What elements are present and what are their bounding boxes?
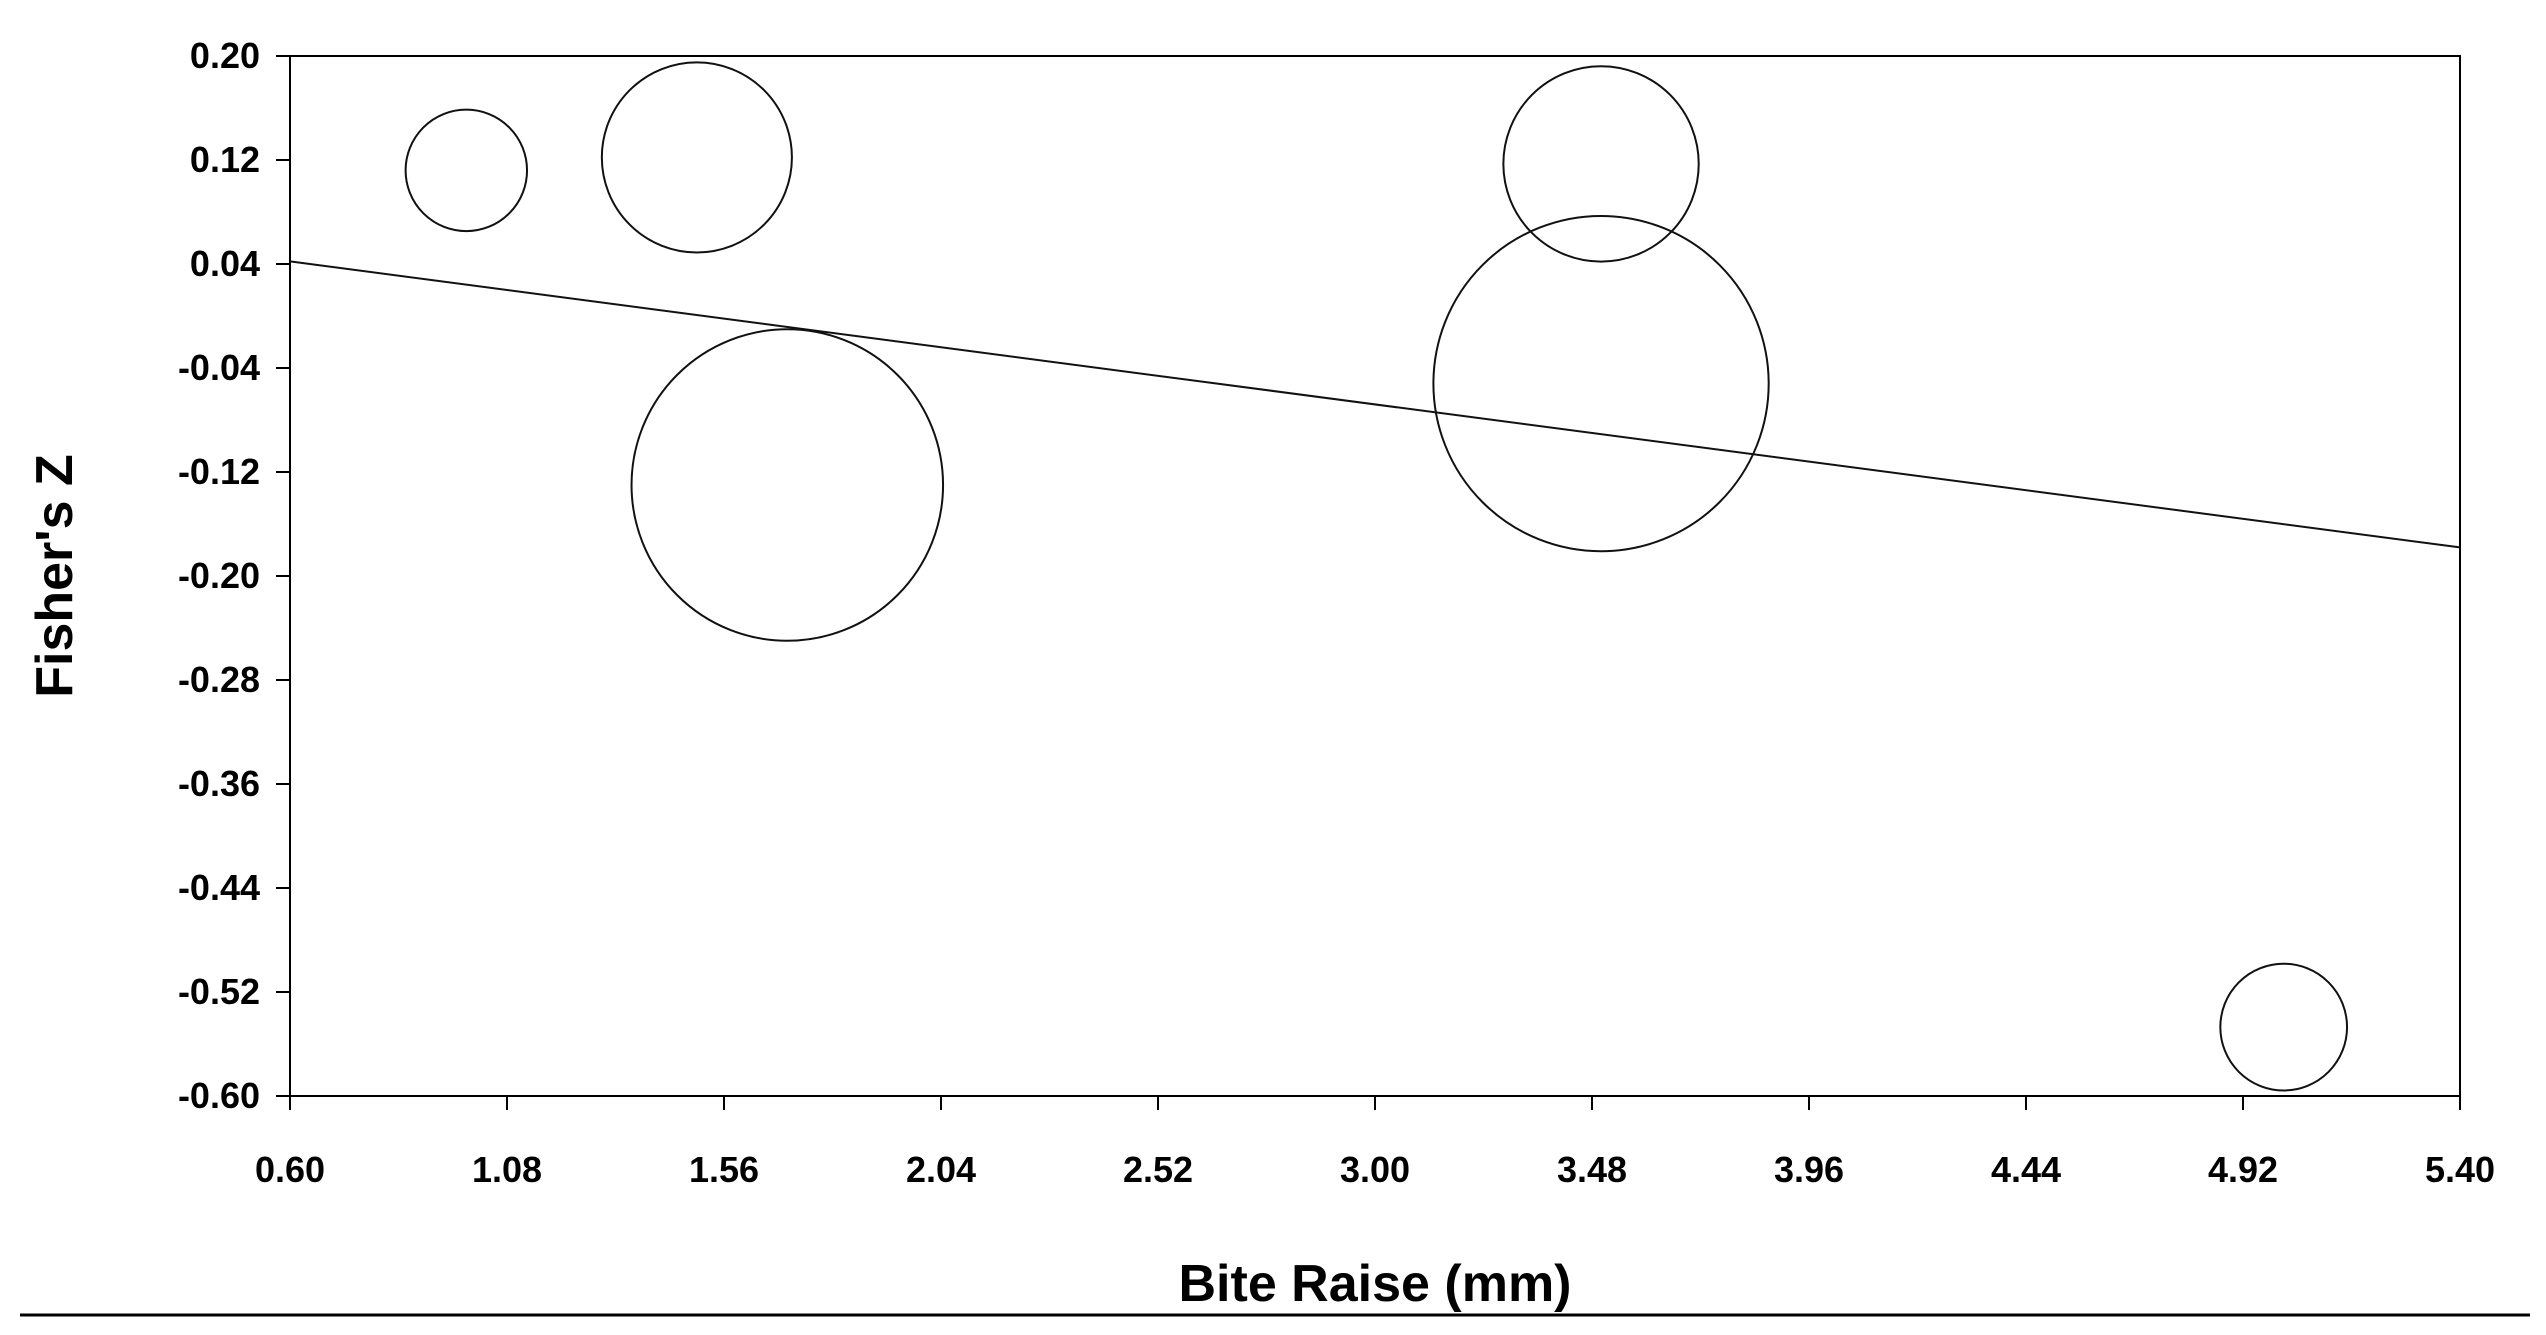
x-tick-label: 3.00 [1340,1149,1410,1190]
x-tick-label: 5.40 [2425,1149,2495,1190]
y-tick-label: -0.36 [178,763,260,804]
y-tick-label: 0.04 [190,243,260,284]
x-tick-label: 1.56 [689,1149,759,1190]
y-axis-title: Fisher's Z [26,454,84,698]
y-tick-label: -0.60 [178,1075,260,1116]
x-tick-label: 2.52 [1123,1149,1193,1190]
plot-area-frame [289,55,2461,1097]
bubble-series [404,61,2349,1092]
y-tick-label: 0.12 [190,139,260,180]
x-tick-label: 2.04 [906,1149,976,1190]
regression-line [289,260,2461,549]
y-tick-label: -0.20 [178,555,260,596]
x-tick-label: 0.60 [255,1149,325,1190]
bubble-point-4 [1502,65,1700,263]
y-tick-label: -0.04 [178,347,260,388]
y-tick-label: -0.44 [178,867,260,908]
x-tick-label: 3.48 [1557,1149,1627,1190]
bubble-point-3 [630,328,945,642]
bubble-point-6 [2219,962,2349,1092]
x-axis-ticks: 0.60 1.08 1.56 2.04 2.52 3.00 3.48 3.96 4.44 4.92… [255,1096,2495,1190]
y-tick-label: -0.28 [178,659,260,700]
y-tick-label: 0.20 [190,35,260,76]
x-tick-label: 1.08 [472,1149,542,1190]
y-tick-label: -0.12 [178,451,260,492]
y-axis-ticks: 0.20 0.12 0.04 -0.04 -0.12 -0.20 -0.28 -0.36 -0.… [178,35,290,1116]
x-tick-label: 4.92 [2208,1149,2278,1190]
x-tick-label: 4.44 [1991,1149,2061,1190]
bubble-point-2 [600,61,793,254]
bubble-point-1 [404,108,529,233]
x-tick-label: 3.96 [1774,1149,1844,1190]
y-tick-label: -0.52 [178,971,260,1012]
x-axis-title: Bite Raise (mm) [1179,1255,1572,1313]
bubble-point-5 [1432,214,1770,553]
